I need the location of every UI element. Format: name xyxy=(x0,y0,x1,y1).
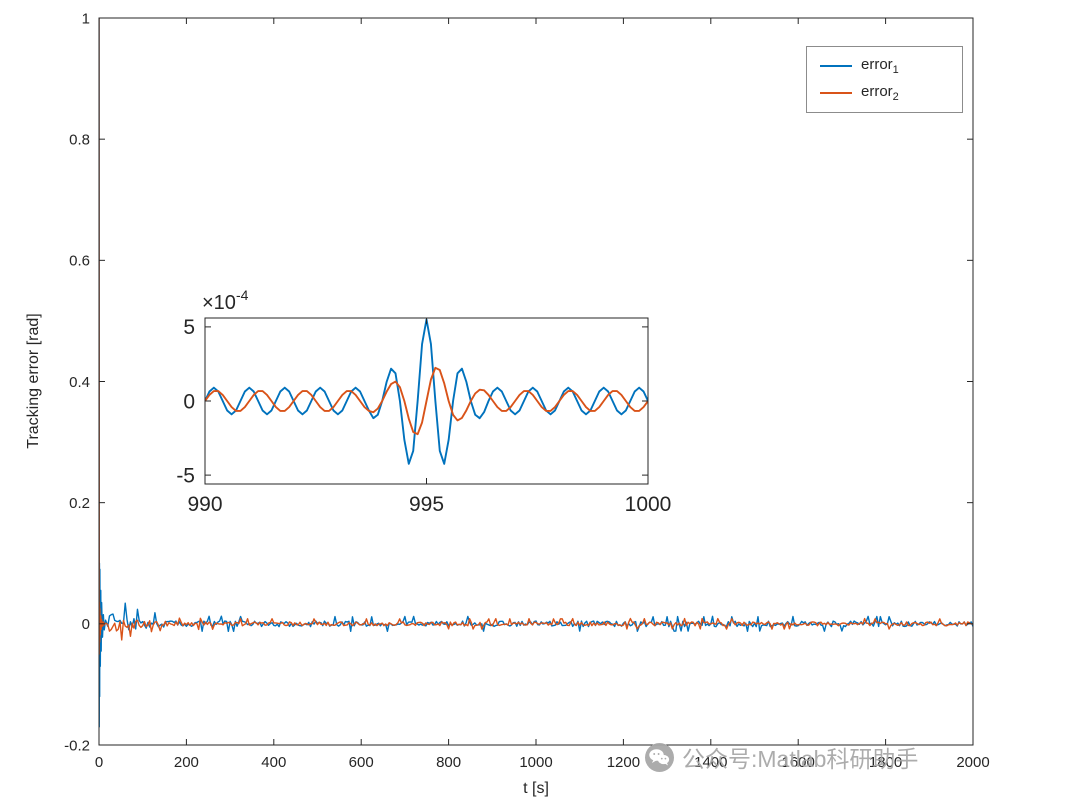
tick-label: 0.2 xyxy=(69,495,90,512)
y-axis-label: Tracking error [rad] xyxy=(25,313,42,448)
watermark-text: 公众号:Matlab科研助手 xyxy=(682,746,919,772)
watermark: 公众号:Matlab科研助手 xyxy=(644,740,918,774)
legend-line-sample-error1 xyxy=(820,65,852,67)
inset-exponent-label: ×10-4 xyxy=(202,287,249,314)
tick-label: 0 xyxy=(82,616,90,633)
tick-label: 1800 xyxy=(869,754,902,771)
tick-label: 0 xyxy=(183,390,195,413)
tick-label: 1200 xyxy=(607,754,640,771)
tick-label: 1400 xyxy=(694,754,727,771)
series-line-error_2 xyxy=(99,18,973,655)
tick-label: 400 xyxy=(261,754,286,771)
tick-label: 1000 xyxy=(519,754,552,771)
tick-label: -5 xyxy=(176,464,195,487)
tick-label: 995 xyxy=(409,493,444,516)
tick-label: 990 xyxy=(187,493,222,516)
legend-label-error1: error1 xyxy=(861,56,899,76)
tick-label: 1600 xyxy=(782,754,815,771)
tick-label: 600 xyxy=(349,754,374,771)
wechat-icon xyxy=(645,742,674,772)
inset-series-line-error_2 xyxy=(205,366,648,436)
legend-entry-error2: error2 xyxy=(807,83,962,103)
series-line-error_1 xyxy=(99,18,973,728)
tick-label: 200 xyxy=(174,754,199,771)
tick-label: 5 xyxy=(183,316,195,339)
tick-label: 0.8 xyxy=(69,131,90,148)
tick-label: 0.6 xyxy=(69,253,90,270)
tick-label: 2000 xyxy=(956,754,989,771)
tick-label: 0 xyxy=(95,754,103,771)
x-axis-label: t [s] xyxy=(523,780,549,797)
legend-label-error2: error2 xyxy=(861,83,899,103)
tick-label: -0.2 xyxy=(64,737,90,754)
tick-label: 800 xyxy=(436,754,461,771)
tick-label: 1000 xyxy=(625,493,672,516)
tick-label: 0.4 xyxy=(69,374,90,391)
legend-line-sample-error2 xyxy=(820,92,852,94)
legend-entry-error1: error1 xyxy=(807,56,962,76)
legend: error1 error2 xyxy=(806,46,963,113)
tick-label: 1 xyxy=(82,10,90,27)
